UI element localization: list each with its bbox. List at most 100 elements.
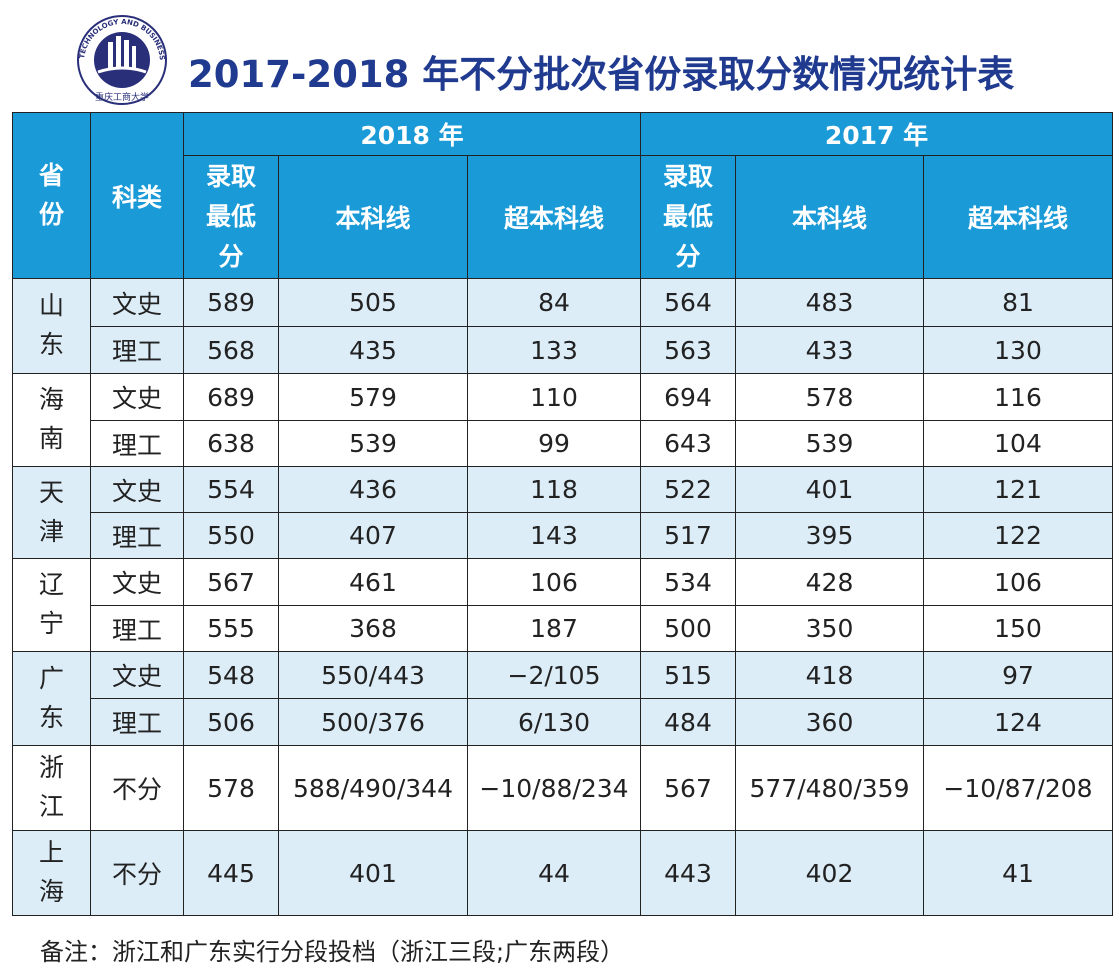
year-header: 2018 年 <box>183 112 641 156</box>
score-table: 省份 科类 2018 年 2017 年录取最低分 本科线 超本科线 录取最低分 本科线 超本科线… <box>12 112 1113 916</box>
data-row: 广东 文史 548 550/443 −2/105 515 418 97 <box>12 651 1113 746</box>
score-cell: 522 <box>640 466 736 513</box>
column-header: 录取最低分 <box>640 155 736 279</box>
score-cell: 41 <box>923 830 1113 916</box>
score-cell: 106 <box>467 558 641 606</box>
score-cell: 428 <box>735 558 924 606</box>
head-row: 录取最低分 本科线 超本科线 录取最低分 本科线 超本科线 <box>13 155 1113 279</box>
province-cell-text: 海南 <box>38 385 64 453</box>
province-cell: 广东 <box>12 651 91 746</box>
score-cell: 689 <box>183 373 279 421</box>
score-cell: 81 <box>923 278 1113 327</box>
score-cell: 395 <box>735 512 924 559</box>
data-row: 理工 568 435 133 563 433 130 <box>13 326 1113 374</box>
data-row: 辽宁 文史 567 461 106 534 428 106 <box>12 558 1113 652</box>
score-cell: −10/88/234 <box>467 745 641 831</box>
score-cell: 84 <box>467 278 641 327</box>
score-cell: 505 <box>278 278 468 327</box>
score-cell: 407 <box>278 512 468 559</box>
score-cell: 104 <box>923 420 1113 467</box>
score-cell: 402 <box>735 830 924 916</box>
province-header-text: 省份 <box>38 160 64 229</box>
province-header: 省份 <box>12 112 91 279</box>
category-cell: 文史 <box>90 373 184 421</box>
logo: CHONGQING TECHNOLOGY AND BUSINESS UNIVER… <box>70 10 167 105</box>
score-cell: 564 <box>640 278 736 327</box>
data-row: 理工 550 407 143 517 395 122 <box>13 512 1113 559</box>
score-cell: 350 <box>735 605 924 652</box>
category-cell: 文史 <box>90 651 184 699</box>
score-cell: 368 <box>278 605 468 652</box>
data-row: 海南 文史 689 579 110 694 578 116 <box>12 373 1113 467</box>
category-cell: 文史 <box>90 278 184 327</box>
province-cell-text: 山东 <box>38 291 64 359</box>
data-row: 天津 文史 554 436 118 522 401 121 <box>12 466 1113 559</box>
score-cell: 121 <box>923 466 1113 513</box>
category-cell: 理工 <box>90 326 184 374</box>
score-cell: 534 <box>640 558 736 606</box>
score-cell: 418 <box>735 651 924 699</box>
score-cell: 150 <box>923 605 1113 652</box>
score-cell: 567 <box>183 558 279 606</box>
score-cell: 118 <box>467 466 641 513</box>
score-cell: 461 <box>278 558 468 606</box>
province-cell-text: 上海 <box>38 838 64 906</box>
score-cell: 577/480/359 <box>735 745 924 831</box>
score-cell: 435 <box>278 326 468 374</box>
province-cell: 山东 <box>12 278 91 374</box>
head-row: 省份 科类 2018 年 2017 年 <box>12 112 1113 279</box>
score-cell: 6/130 <box>467 698 641 746</box>
score-cell: 539 <box>735 420 924 467</box>
score-cell: 97 <box>923 651 1113 699</box>
data-row: 浙江 不分 578 588/490/344 −10/88/234 567 577/480/3… <box>12 745 1113 831</box>
province-cell-text: 天津 <box>38 477 64 546</box>
score-cell: 517 <box>640 512 736 559</box>
score-cell: 539 <box>278 420 468 467</box>
score-cell: 133 <box>467 326 641 374</box>
score-cell: 187 <box>467 605 641 652</box>
score-cell: 643 <box>640 420 736 467</box>
score-cell: 567 <box>640 745 736 831</box>
score-cell: 500 <box>640 605 736 652</box>
score-cell: 99 <box>467 420 641 467</box>
score-cell: 578 <box>735 373 924 421</box>
score-cell: 555 <box>183 605 279 652</box>
province-cell: 海南 <box>12 373 91 467</box>
data-row: 理工 506 500/376 6/130 484 360 124 <box>13 698 1113 746</box>
score-cell: 506 <box>183 698 279 746</box>
province-cell-text: 浙江 <box>38 753 64 821</box>
score-cell: 124 <box>923 698 1113 746</box>
score-cell: 554 <box>183 466 279 513</box>
score-cell: 694 <box>640 373 736 421</box>
column-header: 本科线 <box>278 155 468 279</box>
score-cell: 401 <box>278 830 468 916</box>
score-cell: 436 <box>278 466 468 513</box>
column-header: 录取最低分 <box>183 155 279 279</box>
column-header-text: 录取最低分 <box>205 162 256 271</box>
logo-text-cn: 重庆工商大学 <box>95 91 149 103</box>
year-header: 2017 年 <box>640 112 1113 156</box>
title: 2017-2018 年不分批次省份录取分数情况统计表 <box>188 53 1015 96</box>
province-cell-text: 广东 <box>38 663 64 732</box>
category-cell: 理工 <box>90 698 184 746</box>
score-cell: 579 <box>278 373 468 421</box>
category-cell: 不分 <box>90 745 184 831</box>
score-cell: 130 <box>923 326 1113 374</box>
score-cell: 44 <box>467 830 641 916</box>
score-cell: 515 <box>640 651 736 699</box>
table-head: 省份 科类 2018 年 2017 年录取最低分 本科线 超本科线 录取最低分 本科线 超本科线 <box>12 112 1113 279</box>
score-cell: 110 <box>467 373 641 421</box>
score-cell: 445 <box>183 830 279 916</box>
score-cell: 500/376 <box>278 698 468 746</box>
category-cell: 理工 <box>90 420 184 467</box>
category-cell: 理工 <box>90 605 184 652</box>
data-row: 上海 不分 445 401 44 443 402 41 <box>12 830 1113 916</box>
data-row: 山东 文史 589 505 84 564 483 81 <box>12 278 1113 374</box>
score-cell: 143 <box>467 512 641 559</box>
score-cell: 360 <box>735 698 924 746</box>
score-cell: 589 <box>183 278 279 327</box>
note: 备注：浙江和广东实行分段投档（浙江三段;广东两段） <box>40 938 625 966</box>
score-cell: 484 <box>640 698 736 746</box>
province-cell: 浙江 <box>12 745 91 831</box>
data-row: 理工 555 368 187 500 350 150 <box>13 605 1113 652</box>
